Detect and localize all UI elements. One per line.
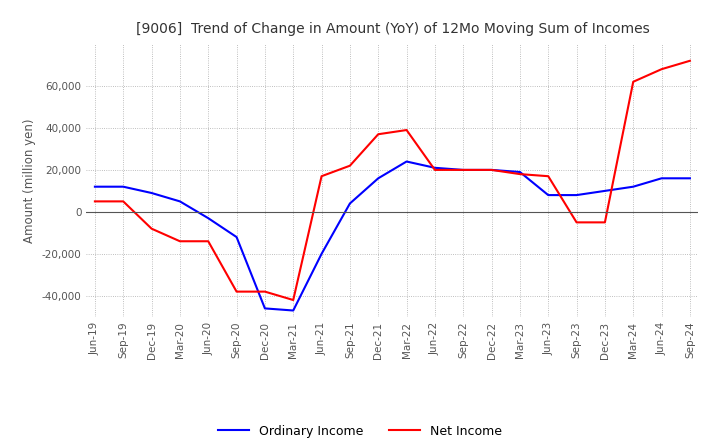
- Ordinary Income: [572, 192, 581, 198]
- Net Income: [572, 220, 581, 225]
- Net Income: [657, 66, 666, 72]
- Legend: Ordinary Income, Net Income: Ordinary Income, Net Income: [213, 420, 507, 440]
- Net Income: [233, 289, 241, 294]
- Ordinary Income: [431, 165, 439, 170]
- Net Income: [119, 199, 127, 204]
- Net Income: [91, 199, 99, 204]
- Net Income: [600, 220, 609, 225]
- Y-axis label: Amount (million yen): Amount (million yen): [23, 118, 36, 242]
- Title: [9006]  Trend of Change in Amount (YoY) of 12Mo Moving Sum of Incomes: [9006] Trend of Change in Amount (YoY) o…: [135, 22, 649, 36]
- Net Income: [148, 226, 156, 231]
- Ordinary Income: [119, 184, 127, 189]
- Ordinary Income: [91, 184, 99, 189]
- Ordinary Income: [629, 184, 637, 189]
- Ordinary Income: [176, 199, 184, 204]
- Net Income: [487, 167, 496, 172]
- Net Income: [261, 289, 269, 294]
- Net Income: [431, 167, 439, 172]
- Ordinary Income: [318, 251, 326, 257]
- Line: Ordinary Income: Ordinary Income: [95, 161, 690, 311]
- Net Income: [176, 238, 184, 244]
- Ordinary Income: [459, 167, 467, 172]
- Ordinary Income: [289, 308, 297, 313]
- Net Income: [374, 132, 382, 137]
- Net Income: [402, 128, 411, 133]
- Ordinary Income: [148, 191, 156, 196]
- Ordinary Income: [487, 167, 496, 172]
- Ordinary Income: [346, 201, 354, 206]
- Ordinary Income: [657, 176, 666, 181]
- Ordinary Income: [685, 176, 694, 181]
- Net Income: [685, 58, 694, 63]
- Ordinary Income: [204, 216, 212, 221]
- Net Income: [289, 297, 297, 303]
- Net Income: [629, 79, 637, 84]
- Ordinary Income: [374, 176, 382, 181]
- Ordinary Income: [233, 235, 241, 240]
- Ordinary Income: [261, 306, 269, 311]
- Net Income: [204, 238, 212, 244]
- Net Income: [346, 163, 354, 169]
- Net Income: [459, 167, 467, 172]
- Ordinary Income: [600, 188, 609, 194]
- Line: Net Income: Net Income: [95, 61, 690, 300]
- Ordinary Income: [544, 192, 552, 198]
- Ordinary Income: [516, 169, 524, 175]
- Net Income: [516, 172, 524, 177]
- Net Income: [544, 173, 552, 179]
- Net Income: [318, 173, 326, 179]
- Ordinary Income: [402, 159, 411, 164]
